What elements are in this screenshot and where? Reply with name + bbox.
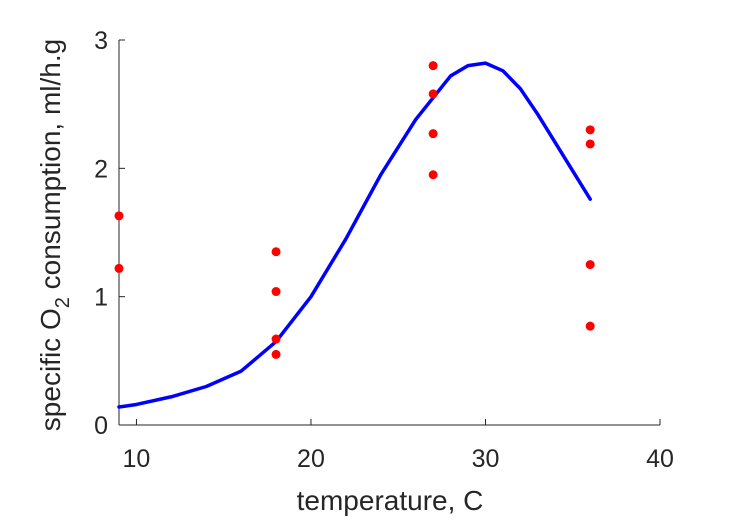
data-point	[585, 321, 595, 331]
data-point	[585, 139, 595, 149]
data-point	[585, 125, 595, 135]
data-point	[271, 334, 281, 344]
y-axis-label-subscript: 2	[52, 297, 74, 308]
x-axis-label: temperature, C	[297, 485, 484, 516]
data-point	[271, 349, 281, 359]
data-point	[428, 129, 438, 139]
x-tick-label: 10	[123, 445, 151, 473]
fit-curve	[117, 61, 592, 409]
data-point	[585, 260, 595, 270]
y-tick-label: 2	[94, 155, 108, 183]
plot-area	[114, 61, 595, 409]
y-tick-label: 1	[94, 284, 108, 312]
x-tick-label: 40	[646, 445, 674, 473]
data-point	[271, 287, 281, 297]
axes: 10 20 30 40 0 1 2 3	[94, 27, 674, 473]
y-axis-label-suffix: consumption, ml/h.g	[35, 39, 66, 297]
x-tick-label: 30	[472, 445, 500, 473]
y-axis-label-prefix: specific O	[35, 308, 66, 431]
y-tick-label: 3	[94, 27, 108, 55]
data-point	[428, 89, 438, 99]
data-point	[114, 211, 124, 221]
y-tick-label: 0	[94, 412, 108, 440]
data-point	[114, 263, 124, 273]
x-tick-label: 20	[297, 445, 325, 473]
data-point	[271, 247, 281, 257]
data-point	[428, 61, 438, 71]
y-axis-label: specific O2 consumption, ml/h.g	[35, 39, 74, 431]
data-point	[428, 170, 438, 180]
